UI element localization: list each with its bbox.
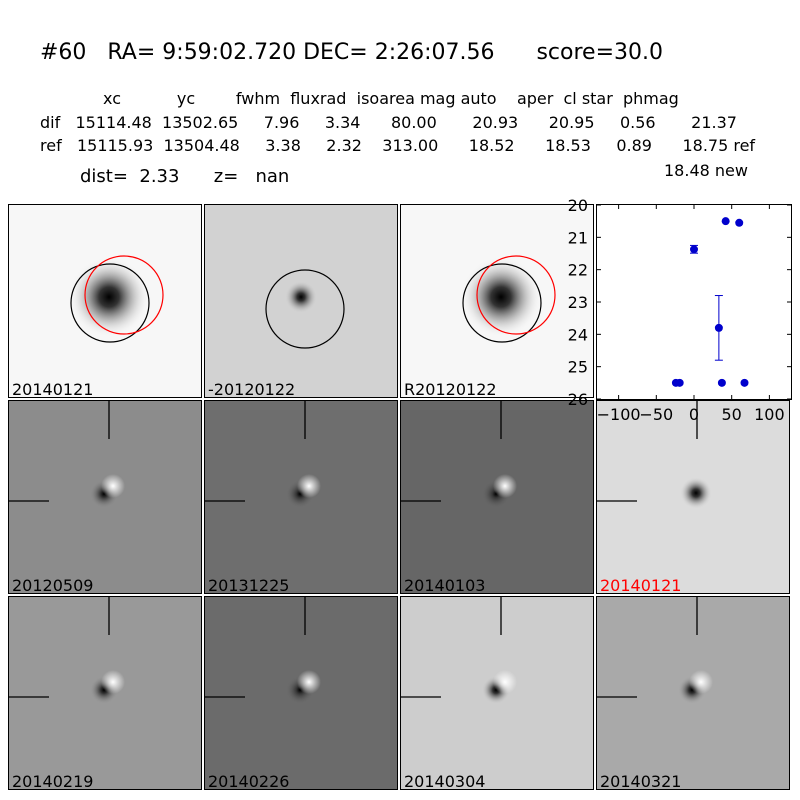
- new-row: 18.48 new: [664, 161, 748, 180]
- y-tick-label: 24: [568, 325, 588, 344]
- stamp-panel: 20140121: [8, 204, 202, 398]
- positive-lobe: [297, 670, 321, 694]
- stamp-panel: 20140121: [596, 400, 790, 594]
- stamp-label: 20140103: [404, 576, 486, 594]
- light-curve-chart: 20 21 22 23 24 25 26 −100−50 0 50 100: [568, 196, 792, 424]
- stamp-label: 20131225: [208, 576, 290, 594]
- y-tick-label: 22: [568, 261, 588, 280]
- stamp-label: 20140121: [600, 576, 682, 594]
- data-point: [740, 378, 749, 387]
- stamp-label: R20120122: [404, 380, 497, 398]
- source-blob: [285, 281, 317, 313]
- stamp-label: 20140321: [600, 772, 682, 790]
- column-headers: xc yc fwhm fluxrad isoarea mag auto aper…: [103, 89, 679, 108]
- data-point: [717, 378, 726, 387]
- y-tick-label: 25: [568, 358, 588, 377]
- stamp-label: -20120122: [208, 380, 296, 398]
- y-tick-label: 26: [568, 390, 588, 409]
- aperture-circle: [70, 263, 150, 343]
- dif-row: dif 15114.48 13502.65 7.96 3.34 80.00 20…: [40, 113, 737, 132]
- y-tick-label: 20: [568, 196, 588, 215]
- stamp-panel: 20140226: [204, 596, 398, 790]
- positive-lobe: [689, 670, 713, 694]
- y-tick-label: 23: [568, 293, 588, 312]
- data-point: [714, 323, 723, 332]
- source-blob: [680, 477, 712, 509]
- positive-lobe: [493, 670, 517, 694]
- stamp-panel: 20140321: [596, 596, 790, 790]
- positive-lobe: [493, 474, 517, 498]
- stamp-image: [597, 401, 712, 509]
- aperture-circle: [84, 255, 164, 335]
- source-blob: [461, 257, 541, 337]
- positive-lobe: [297, 474, 321, 498]
- stamp-panel: 20140304: [400, 596, 594, 790]
- stamp-image: [401, 597, 517, 704]
- stamp-label: 20140304: [404, 772, 486, 790]
- stamp-image: [9, 401, 125, 508]
- stamp-label: 20120509: [12, 576, 94, 594]
- stamp-image: [401, 401, 517, 508]
- aperture-circle: [462, 263, 542, 343]
- x-tick-label: 0: [689, 405, 699, 424]
- stamp-image: [69, 255, 164, 343]
- positive-lobe: [101, 670, 125, 694]
- stamp-panel: 20140219: [8, 596, 202, 790]
- x-tick-label: −100: [597, 405, 641, 424]
- x-tick-label: 50: [722, 405, 742, 424]
- x-tick-label: 100: [754, 405, 785, 424]
- stamp-panel: -20120122: [204, 204, 398, 398]
- stamp-image: [265, 269, 345, 349]
- stamp-label: 20140121: [12, 380, 94, 398]
- stamp-label: 20140226: [208, 772, 290, 790]
- source-blob: [69, 257, 149, 337]
- stamp-panel: 20120509: [8, 400, 202, 594]
- plot-frame: [596, 204, 792, 400]
- y-tick-label: 21: [568, 228, 588, 247]
- dist-line: dist= 2.33 z= nan: [80, 166, 290, 187]
- ref-row: ref 15115.93 13504.48 3.38 2.32 313.00 1…: [40, 136, 756, 155]
- stamp-image: [597, 597, 713, 704]
- stamp-panel: 20140103: [400, 400, 594, 594]
- stamp-image: [461, 255, 556, 343]
- stamp-panel: 20131225: [204, 400, 398, 594]
- page-title: #60 RA= 9:59:02.720 DEC= 2:26:07.56 scor…: [40, 40, 663, 65]
- aperture-circle: [265, 269, 345, 349]
- aperture-circle: [476, 255, 556, 335]
- stamp-image: [205, 401, 321, 508]
- x-tick-label: −50: [639, 405, 673, 424]
- stamp-image: [9, 597, 125, 704]
- data-point: [721, 217, 730, 226]
- data-point: [690, 245, 698, 254]
- positive-lobe: [101, 474, 125, 498]
- stamp-image: [205, 597, 321, 704]
- stamp-panel: R20120122: [400, 204, 594, 398]
- stamp-label: 20140219: [12, 772, 94, 790]
- data-point: [735, 218, 744, 227]
- data-point: [675, 378, 684, 387]
